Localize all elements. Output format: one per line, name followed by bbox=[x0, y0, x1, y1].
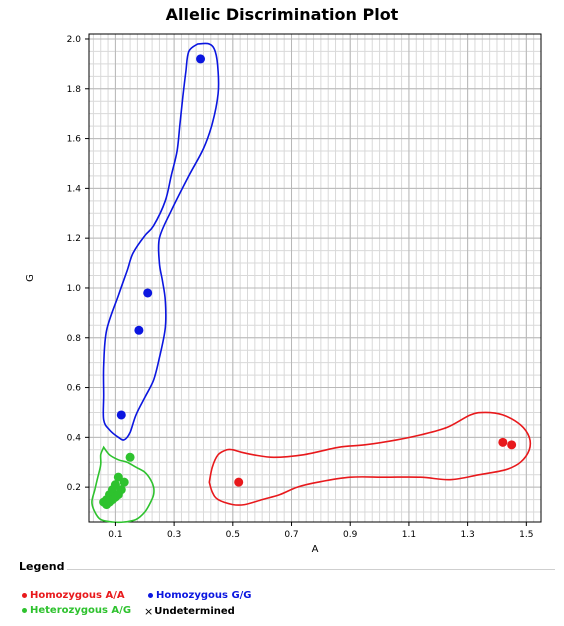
x-tick-label: 1.5 bbox=[519, 530, 533, 540]
x-tick-label: 0.5 bbox=[226, 530, 240, 540]
data-point-heterozygous-a-g[interactable] bbox=[119, 477, 129, 487]
x-tick-label: 0.9 bbox=[343, 530, 358, 540]
data-point-homozygous-a-a[interactable] bbox=[234, 477, 244, 487]
x-axis-label: A bbox=[312, 544, 319, 555]
y-tick-label: 2.0 bbox=[67, 35, 82, 45]
scatter-plot: 0.1 0.3 0.5 0.7 0.9 1.1 1.3 1.5 0.2 0.4 0.6 0.8 1.0 1… bbox=[25, 33, 542, 555]
data-point-homozygous-a-a[interactable] bbox=[498, 437, 508, 447]
legend-item-undetermined: × Undetermined bbox=[144, 605, 235, 618]
red-dot-icon bbox=[22, 593, 27, 598]
y-tick-label: 1.0 bbox=[67, 284, 82, 294]
data-point-homozygous-g-g[interactable] bbox=[196, 54, 206, 64]
x-tick-label: 0.3 bbox=[167, 530, 181, 540]
legend-label: Undetermined bbox=[154, 606, 235, 617]
y-tick-label: 0.8 bbox=[67, 334, 82, 344]
plot-area bbox=[88, 33, 542, 523]
axis-ticks: 0.1 0.3 0.5 0.7 0.9 1.1 1.3 1.5 0.2 0.4 0.6 0.8 1.0 1… bbox=[67, 35, 534, 540]
y-tick-label: 1.6 bbox=[67, 135, 82, 145]
chart-title: Allelic Discrimination Plot bbox=[165, 5, 399, 24]
y-tick-label: 1.4 bbox=[67, 184, 82, 194]
data-point-heterozygous-a-g[interactable] bbox=[110, 492, 120, 502]
data-point-homozygous-g-g[interactable] bbox=[134, 325, 144, 335]
data-point-heterozygous-a-g[interactable] bbox=[102, 500, 112, 510]
y-axis-label: G bbox=[25, 274, 36, 282]
data-point-homozygous-g-g[interactable] bbox=[143, 288, 153, 298]
y-tick-label: 0.6 bbox=[67, 384, 82, 394]
data-point-heterozygous-a-g[interactable] bbox=[125, 452, 135, 462]
data-point-homozygous-a-a[interactable] bbox=[507, 440, 517, 450]
data-point-heterozygous-a-g[interactable] bbox=[113, 472, 123, 482]
cluster-outline-homozygous-a-a bbox=[208, 411, 532, 506]
legend-title: Legend bbox=[17, 560, 67, 573]
blue-dot-icon bbox=[148, 593, 153, 598]
y-tick-label: 0.2 bbox=[67, 483, 81, 493]
cluster-outlines bbox=[91, 42, 532, 524]
cluster-outline-homozygous-g-g bbox=[102, 42, 220, 441]
legend-item-homozygous-gg: Homozygous G/G bbox=[148, 590, 252, 601]
grid bbox=[89, 34, 542, 522]
x-tick-label: 1.3 bbox=[460, 530, 474, 540]
x-tick-label: 1.1 bbox=[402, 530, 416, 540]
green-dot-icon bbox=[22, 608, 27, 613]
cluster-outline-heterozygous-a-g bbox=[91, 445, 155, 524]
legend-divider bbox=[55, 569, 555, 570]
legend-label: Homozygous G/G bbox=[156, 590, 252, 601]
y-tick-label: 0.4 bbox=[67, 433, 82, 443]
y-tick-label: 1.8 bbox=[67, 85, 82, 95]
data-points bbox=[99, 54, 517, 510]
legend-label: Heterozygous A/G bbox=[30, 605, 132, 616]
legend-item-homozygous-aa: Homozygous A/A bbox=[22, 590, 125, 601]
x-tick-label: 0.1 bbox=[108, 530, 122, 540]
x-mark-icon: × bbox=[144, 605, 154, 618]
x-tick-label: 0.7 bbox=[284, 530, 298, 540]
y-tick-label: 1.2 bbox=[67, 234, 81, 244]
data-point-homozygous-g-g[interactable] bbox=[116, 410, 126, 420]
legend-item-heterozygous-ag: Heterozygous A/G bbox=[22, 605, 131, 616]
legend-label: Homozygous A/A bbox=[30, 590, 125, 601]
